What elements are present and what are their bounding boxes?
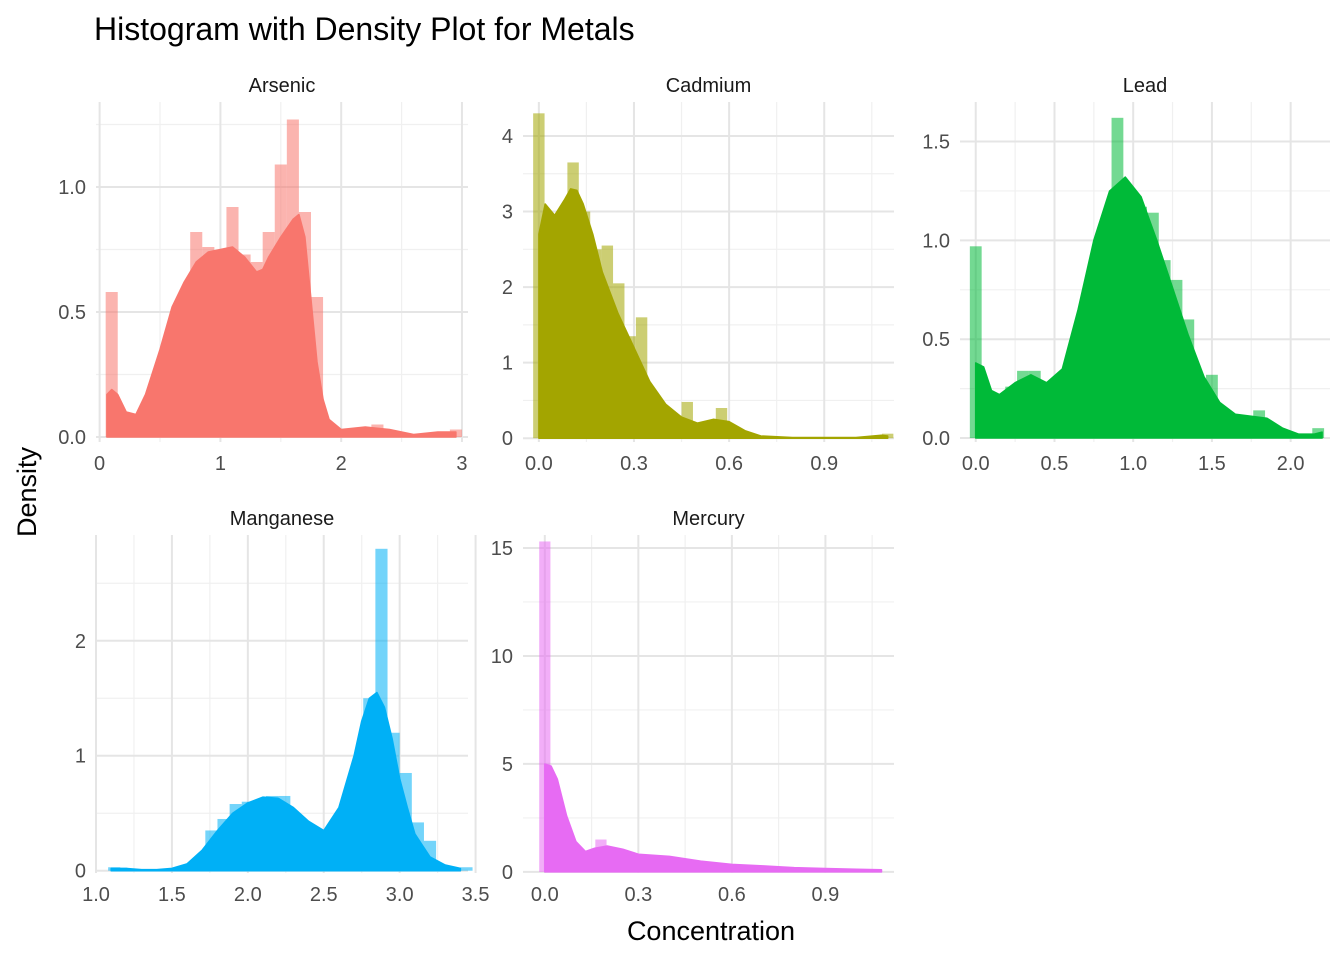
- panel-cadmium: Cadmium 0 1 2 3 4 0.0 0.3 0.6 0.9: [502, 75, 894, 475]
- density-curve: [106, 213, 457, 438]
- panel-manganese: Manganese 0 1 2 1.0 1.5 2.0 2.5 3.0 3.5: [75, 508, 490, 906]
- y-tick-label: 3: [502, 202, 513, 224]
- histogram-bar: [539, 541, 551, 872]
- y-tick-label: 0: [75, 861, 86, 883]
- x-tick-label: 0.5: [1041, 453, 1069, 475]
- y-tick-label: 1.0: [58, 177, 86, 199]
- y-tick-label: 2: [75, 631, 86, 653]
- histogram-bar: [460, 867, 473, 871]
- histogram-bar: [969, 246, 982, 439]
- strip-title-manganese: Manganese: [230, 508, 335, 530]
- x-tick-label: 1.5: [1198, 453, 1226, 475]
- strip-title-cadmium: Cadmium: [666, 75, 752, 97]
- y-tick-label: 1: [75, 746, 86, 768]
- density-curve: [538, 188, 889, 439]
- x-tick-label: 0.9: [812, 884, 840, 906]
- x-tick-label: 2.5: [310, 884, 338, 906]
- strip-title-mercury: Mercury: [672, 508, 744, 530]
- x-tick-label: 0.6: [715, 453, 743, 475]
- y-tick-label: 0.5: [922, 329, 950, 351]
- x-tick-label: 1.0: [1119, 453, 1147, 475]
- panel-lead: Lead 0.0 0.5 1.0 1.5 0.0 0.5 1.0 1.5 2.0: [922, 75, 1330, 475]
- x-tick-label: 3.5: [462, 884, 490, 906]
- x-tick-label: 0.3: [620, 453, 648, 475]
- x-tick-label: 2: [336, 453, 347, 475]
- x-tick-label: 0: [94, 453, 105, 475]
- x-tick-label: 1: [215, 453, 226, 475]
- x-tick-label: 0.3: [624, 884, 652, 906]
- strip-title-lead: Lead: [1123, 75, 1168, 97]
- strip-title-arsenic: Arsenic: [249, 75, 316, 97]
- x-tick-label: 3.0: [386, 884, 414, 906]
- y-tick-label: 0: [502, 862, 513, 884]
- y-tick-label: 0: [502, 428, 513, 450]
- y-tick-label: 1.5: [922, 132, 950, 154]
- x-tick-label: 1.0: [82, 884, 110, 906]
- x-tick-label: 0.0: [531, 884, 559, 906]
- y-tick-label: 1: [502, 353, 513, 375]
- x-tick-label: 0.6: [718, 884, 746, 906]
- x-tick-label: 0.0: [962, 453, 990, 475]
- y-tick-label: 15: [491, 538, 513, 560]
- x-tick-label: 2.0: [234, 884, 262, 906]
- x-tick-label: 2.0: [1277, 453, 1305, 475]
- x-axis-title: Concentration: [627, 916, 795, 946]
- y-axis-title: Density: [12, 446, 42, 537]
- y-tick-label: 0.0: [58, 427, 86, 449]
- density-curve: [974, 176, 1323, 439]
- x-tick-label: 0.9: [810, 453, 838, 475]
- panel-arsenic: Arsenic 0.0 0.5 1.0 0 1 2 3: [58, 75, 468, 475]
- x-tick-label: 3: [456, 453, 467, 475]
- chart-title: Histogram with Density Plot for Metals: [94, 11, 635, 47]
- y-tick-label: 0.5: [58, 302, 86, 324]
- y-tick-label: 4: [502, 126, 513, 148]
- x-tick-label: 0.0: [525, 453, 553, 475]
- y-tick-label: 1.0: [922, 230, 950, 252]
- x-tick-label: 1.5: [158, 884, 186, 906]
- panel-mercury: Mercury 0 5 10 15 0.0 0.3 0.6 0.9: [491, 508, 894, 906]
- y-tick-label: 0.0: [922, 428, 950, 450]
- y-tick-label: 10: [491, 646, 513, 668]
- density-curve: [544, 763, 883, 873]
- y-tick-label: 2: [502, 277, 513, 299]
- density-curve: [110, 691, 462, 872]
- y-tick-label: 5: [502, 754, 513, 776]
